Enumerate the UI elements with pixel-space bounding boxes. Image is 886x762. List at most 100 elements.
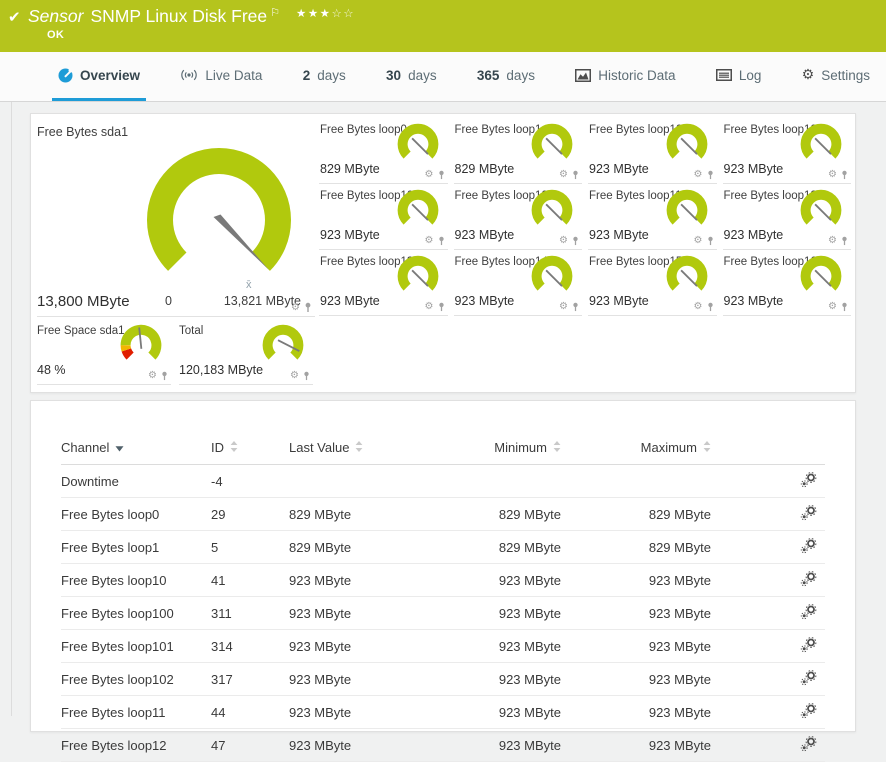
pin-icon[interactable] [840,236,849,246]
cell-channel[interactable]: Free Bytes loop11 [61,695,211,729]
gauge-tile[interactable]: Free Bytes loop0 829 MByte ⚙ [319,118,448,184]
gear-icon[interactable]: ⚙ [290,370,299,381]
pin-icon[interactable] [571,236,580,246]
pin-icon[interactable] [840,302,849,312]
gauge-tile[interactable]: Free Bytes loop1 829 MByte ⚙ [453,118,582,184]
gear-icon[interactable]: ⚙ [828,301,837,312]
tab-365-days[interactable]: 365 days [471,52,541,101]
tab-2-days[interactable]: 2 days [297,52,352,101]
table-row[interactable]: Free Bytes loop12 47 923 MByte 923 MByte… [61,728,825,762]
table-row[interactable]: Free Bytes loop11 44 923 MByte 923 MByte… [61,695,825,729]
tab-overview[interactable]: Overview [52,52,147,101]
tab-30-days[interactable]: 30 days [380,52,443,101]
cell-last-value: 829 MByte [281,530,466,564]
gauge-value: 923 MByte [589,294,649,308]
tile-actions: ⚙ [559,236,580,246]
cell-channel[interactable]: Downtime [61,464,211,498]
gear-icon[interactable]: ⚙ [693,301,703,312]
pin-icon[interactable] [437,236,446,246]
column-header-minimum[interactable]: Minimum [466,435,561,465]
cell-maximum: 923 MByte [561,695,711,729]
cell-channel[interactable]: Free Bytes loop1 [61,530,211,564]
pin-icon[interactable] [706,170,715,180]
channel-settings-gears-icon[interactable] [800,736,817,752]
flag-icon[interactable]: ⚐ [270,6,281,19]
cell-channel[interactable]: Free Bytes loop102 [61,662,211,696]
channel-settings-gears-icon[interactable] [800,505,817,521]
pin-icon[interactable] [840,170,849,180]
gear-icon[interactable]: ⚙ [828,235,837,246]
gear-icon[interactable]: ⚙ [693,235,703,246]
pin-icon[interactable] [571,302,580,312]
pin-icon[interactable] [571,170,580,180]
pin-icon[interactable] [160,371,169,381]
gauge-tile[interactable]: Free Bytes loop11 923 MByte ⚙ [588,184,717,250]
gauge-dial [397,255,438,291]
gear-icon[interactable]: ⚙ [424,235,434,246]
pin-icon[interactable] [302,371,311,381]
gauge-tile[interactable]: Free Bytes loop16 923 MByte ⚙ [722,250,851,316]
cell-channel[interactable]: Free Bytes loop101 [61,629,211,663]
gear-icon[interactable]: ⚙ [559,301,568,312]
main-gauge-tile[interactable]: Free Bytes sda1 x̄ 0 13,821 MByte 13,800… [37,118,315,317]
channel-settings-gears-icon[interactable] [800,571,817,587]
table-row[interactable]: Free Bytes loop100 311 923 MByte 923 MBy… [61,596,825,630]
column-header-id[interactable]: ID [211,435,281,465]
pin-icon[interactable] [303,302,313,313]
column-header-last-value[interactable]: Last Value [281,435,466,465]
cell-minimum: 829 MByte [466,497,561,531]
gear-icon[interactable]: ⚙ [424,301,434,312]
tab-settings[interactable]: ⚙ Settings [796,52,876,101]
channel-settings-gears-icon[interactable] [800,604,817,620]
table-row[interactable]: Free Bytes loop101 314 923 MByte 923 MBy… [61,629,825,663]
gear-icon[interactable]: ⚙ [148,370,157,381]
channel-settings-gears-icon[interactable] [800,637,817,653]
cell-channel[interactable]: Free Bytes loop100 [61,596,211,630]
gauge-tile[interactable]: Free Bytes loop100 923 MByte ⚙ [722,118,851,184]
tab-live-data[interactable]: Live Data [174,52,268,101]
gear-icon[interactable]: ⚙ [693,169,703,180]
pin-icon[interactable] [706,236,715,246]
gauge-tile[interactable]: Free Bytes loop15 923 MByte ⚙ [588,250,717,316]
gear-icon[interactable]: ⚙ [291,301,300,313]
gauge-tile[interactable]: Free Bytes loop13 923 MByte ⚙ [319,250,448,316]
pin-icon[interactable] [437,302,446,312]
gear-icon[interactable]: ⚙ [424,169,434,180]
gauge-tile[interactable]: Free Bytes loop101 923 MByte ⚙ [319,184,448,250]
cell-channel[interactable]: Free Bytes loop12 [61,728,211,762]
total-gauge-tile[interactable]: Total 120,183 MByte ⚙ [179,320,313,385]
column-header-channel[interactable]: Channel [61,435,211,465]
gear-icon[interactable]: ⚙ [559,235,568,246]
table-row[interactable]: Downtime -4 [61,464,825,498]
cell-minimum: 923 MByte [466,596,561,630]
pin-icon[interactable] [706,302,715,312]
gauge-value: 923 MByte [320,228,380,242]
gauge-title: Free Bytes loop15 [589,256,683,268]
pin-icon[interactable] [437,170,446,180]
gauge-tile[interactable]: Free Bytes loop12 923 MByte ⚙ [722,184,851,250]
column-header-maximum[interactable]: Maximum [561,435,711,465]
cell-minimum: 923 MByte [466,563,561,597]
tab-log[interactable]: Log [710,52,768,101]
channel-settings-gears-icon[interactable] [800,538,817,554]
cell-channel[interactable]: Free Bytes loop0 [61,497,211,531]
table-row[interactable]: Free Bytes loop10 41 923 MByte 923 MByte… [61,563,825,597]
channel-settings-gears-icon[interactable] [800,472,817,488]
gear-icon[interactable]: ⚙ [828,169,837,180]
tab-historic-data[interactable]: Historic Data [569,52,681,101]
channel-settings-gears-icon[interactable] [800,703,817,719]
gauge-dial [666,123,707,159]
table-row[interactable]: Free Bytes loop1 5 829 MByte 829 MByte 8… [61,530,825,564]
gauge-tile[interactable]: Free Bytes loop10 923 MByte ⚙ [588,118,717,184]
percent-gauge-tile[interactable]: Free Space sda1 48 % ⚙ [37,320,171,385]
cell-channel[interactable]: Free Bytes loop10 [61,563,211,597]
status-badge: OK [47,29,65,41]
channel-settings-gears-icon[interactable] [800,670,817,686]
gear-icon[interactable]: ⚙ [559,169,568,180]
table-row[interactable]: Free Bytes loop0 29 829 MByte 829 MByte … [61,497,825,531]
gauge-tile[interactable]: Free Bytes loop14 923 MByte ⚙ [453,250,582,316]
column-label: ID [211,440,224,455]
priority-stars[interactable]: ★★★☆☆ [296,6,355,20]
table-row[interactable]: Free Bytes loop102 317 923 MByte 923 MBy… [61,662,825,696]
gauge-tile[interactable]: Free Bytes loop102 923 MByte ⚙ [453,184,582,250]
